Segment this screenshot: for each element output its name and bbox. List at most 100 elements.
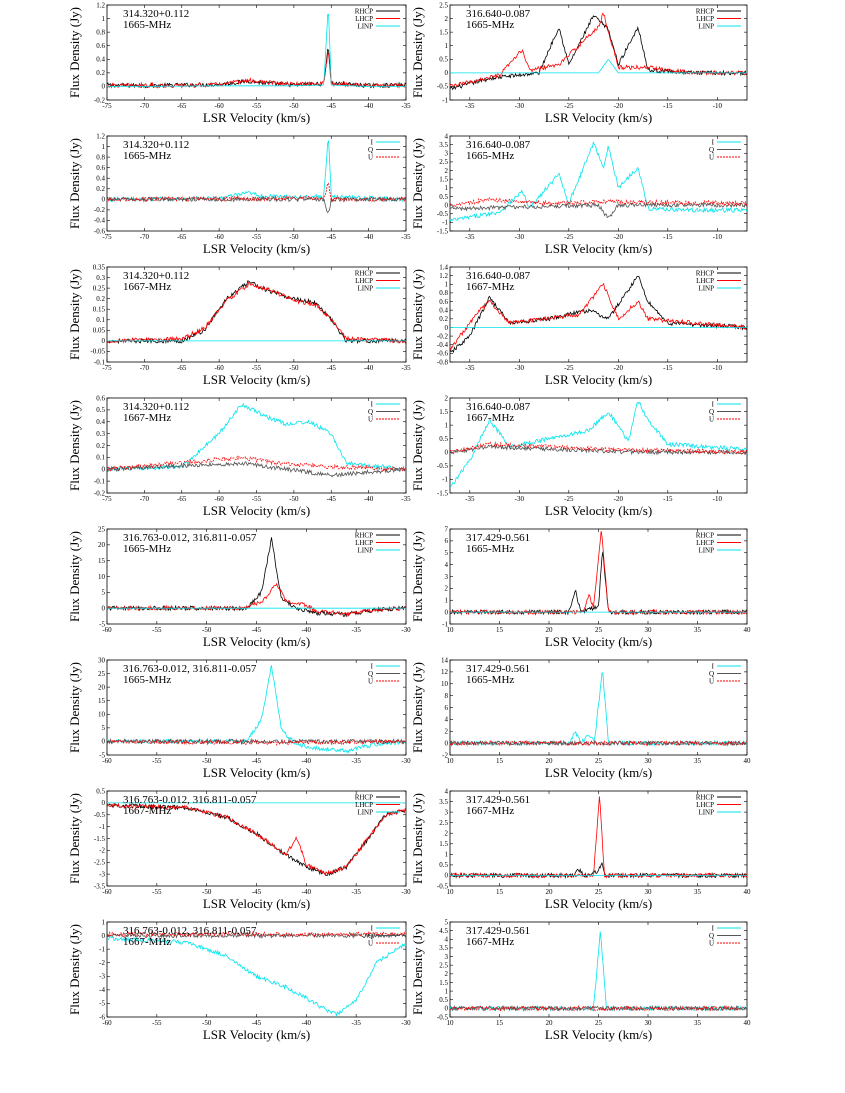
y-tick-label: -0.5 (94, 811, 106, 819)
x-tick-label: 30 (645, 757, 653, 765)
y-tick-label: 1.5 (439, 408, 448, 416)
x-tick-label: -35 (465, 495, 475, 503)
series-line-u (450, 197, 747, 208)
chart-panel-3: -75 -70 -65 -60 -55 -50 -45 -40 -35 -0.6 -0.4 -0.2 0… (67, 132, 411, 256)
x-tick-label: -70 (140, 495, 150, 503)
x-tick-label: -15 (663, 102, 673, 110)
y-tick-label: 3 (445, 953, 449, 961)
legend-label: I (712, 400, 715, 408)
y-tick-label: -3.5 (94, 882, 106, 890)
y-tick-label: -2.5 (94, 859, 106, 867)
y-tick-label: 7 (445, 525, 449, 533)
x-tick-label: 40 (744, 626, 752, 634)
y-tick-label: 0.3 (96, 430, 105, 438)
series-line-u (107, 182, 406, 203)
y-tick-label: 0.5 (439, 996, 448, 1004)
y-axis-label: Flux Density (Jy) (410, 662, 425, 753)
x-tick-label: -40 (302, 626, 312, 634)
x-tick-label: -55 (252, 364, 262, 372)
x-tick-label: 20 (546, 1019, 554, 1027)
series-group (107, 665, 406, 754)
series-line-rhcp (450, 551, 747, 616)
x-axis-label: LSR Velocity (km/s) (203, 634, 310, 649)
chart-title: 314.320+0.112 (123, 139, 189, 151)
y-tick-label: 4 (445, 716, 449, 724)
y-tick-label: 0 (102, 196, 106, 204)
chart-panel-4: -35 -30 -25 -20 -15 -10 -1.5-1-0.500.511.522.5… (410, 132, 748, 256)
y-tick-label: 2 (445, 585, 449, 593)
x-axis-label: LSR Velocity (km/s) (545, 896, 652, 911)
legend-label: LHCP (355, 277, 373, 285)
y-tick-label: 0 (102, 738, 106, 746)
x-tick-label: 30 (645, 1019, 653, 1027)
x-tick-label: -10 (713, 495, 723, 503)
y-tick-label: 0.6 (96, 394, 105, 402)
y-tick-label: 0.8 (439, 289, 448, 297)
chart-panel-1: -75 -70 -65 -60 -55 -50 -45 -40 -35 -0.2 0 0.2 0.4 0.… (67, 1, 411, 125)
series-group (450, 141, 747, 222)
legend-label: RHCP (696, 7, 714, 15)
y-tick-label: 0.5 (96, 406, 105, 414)
x-tick-label: -45 (327, 364, 337, 372)
x-tick-label: -40 (302, 888, 312, 896)
x-tick-label: 25 (595, 757, 603, 765)
y-tick-label: -2 (99, 959, 105, 967)
x-tick-label: 35 (694, 626, 702, 634)
legend-label: RHCP (355, 7, 373, 15)
legend-label: I (371, 138, 374, 146)
x-tick-label: -25 (564, 102, 574, 110)
x-tick-label: -30 (401, 757, 411, 765)
y-tick-label: 5 (445, 918, 449, 926)
y-tick-label: 1 (445, 281, 449, 289)
y-axis-label: Flux Density (Jy) (410, 7, 425, 98)
y-tick-label: 0.05 (93, 327, 106, 335)
chart-title: 317.429-0.561 (466, 663, 530, 675)
x-tick-label: -10 (713, 233, 723, 241)
x-tick-label: -50 (202, 1019, 212, 1027)
y-tick-label: 6 (445, 537, 449, 545)
chart-subtitle: 1667-MHz (466, 805, 514, 817)
x-tick-label: -60 (102, 757, 112, 765)
legend-label: RHCP (696, 269, 714, 277)
chart-title: 314.320+0.112 (123, 8, 189, 20)
chart-subtitle: 1667-MHz (466, 936, 514, 948)
y-tick-label: 2 (445, 167, 449, 175)
y-tick-label: 0.5 (96, 787, 105, 795)
y-tick-label: 0 (445, 872, 449, 880)
y-tick-label: 1.5 (439, 840, 448, 848)
y-axis-label: Flux Density (Jy) (67, 7, 82, 98)
y-tick-label: 30 (98, 656, 106, 664)
series-line-i (450, 141, 747, 222)
x-tick-label: 15 (496, 888, 504, 896)
legend-label: I (371, 400, 374, 408)
x-tick-label: -65 (177, 364, 187, 372)
y-tick-label: 1 (445, 421, 449, 429)
x-tick-label: -55 (152, 626, 162, 634)
x-tick-label: -50 (289, 364, 299, 372)
x-tick-label: -30 (515, 102, 525, 110)
chart-subtitle: 1667-MHz (123, 412, 171, 424)
y-tick-label: 0.3 (96, 274, 105, 282)
chart-title: 316.763-0.012, 316.811-0.057 (123, 794, 257, 806)
y-tick-label: -0.4 (437, 341, 449, 349)
y-tick-label: 3 (445, 150, 449, 158)
y-tick-label: -0.5 (437, 462, 449, 470)
x-tick-label: -20 (614, 495, 624, 503)
x-tick-label: -35 (351, 757, 361, 765)
legend-label: Q (368, 670, 373, 678)
y-tick-label: 5 (445, 549, 449, 557)
y-tick-label: -1.5 (437, 227, 449, 235)
y-tick-label: -1 (442, 219, 448, 227)
x-axis-label: LSR Velocity (km/s) (545, 110, 652, 125)
x-tick-label: -45 (252, 888, 262, 896)
x-tick-label: 35 (694, 1019, 702, 1027)
y-axis-label: Flux Density (Jy) (67, 924, 82, 1015)
y-tick-label: 4 (445, 787, 449, 795)
legend-label: I (712, 138, 715, 146)
x-tick-label: -75 (102, 233, 112, 241)
chart-subtitle: 1665-MHz (466, 543, 514, 555)
x-tick-label: -50 (289, 495, 299, 503)
y-axis-label: Flux Density (Jy) (410, 924, 425, 1015)
x-tick-label: -55 (252, 102, 262, 110)
x-tick-label: -50 (289, 233, 299, 241)
